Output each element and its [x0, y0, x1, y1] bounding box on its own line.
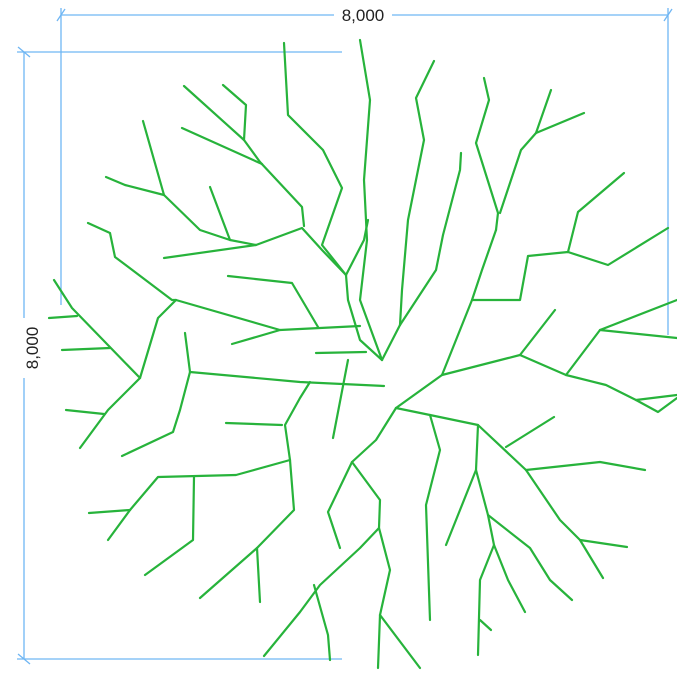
branch — [60, 346, 112, 352]
branch — [262, 460, 382, 658]
branch — [141, 119, 348, 277]
branch — [398, 59, 436, 327]
branch — [106, 458, 292, 542]
branch — [226, 274, 320, 329]
branch — [394, 228, 498, 410]
horizontal-tick-left — [56, 8, 66, 22]
branch — [498, 88, 553, 215]
horizontal-dimension-label: 8,000 — [342, 6, 385, 25]
tree-canopy — [47, 38, 677, 670]
branch — [534, 111, 586, 135]
branch — [378, 613, 422, 670]
branch — [282, 41, 348, 277]
branch — [444, 468, 478, 547]
branch — [474, 76, 500, 232]
branch — [312, 583, 332, 662]
vertical-tick-bottom — [17, 653, 31, 665]
vertical-dimension: 8,000 — [17, 46, 342, 665]
branch — [344, 273, 384, 362]
branch — [224, 421, 284, 427]
branch — [174, 298, 362, 332]
branch — [358, 38, 384, 362]
vertical-dimension-label: 8,000 — [23, 327, 42, 370]
branch — [344, 218, 370, 277]
branch — [634, 396, 677, 414]
branch — [398, 151, 463, 327]
branch — [470, 226, 670, 302]
branch — [564, 373, 677, 402]
branch — [314, 350, 368, 355]
branch — [221, 83, 248, 142]
branch — [504, 415, 556, 449]
horizontal-tick-right — [663, 8, 673, 22]
vertical-tick-top — [17, 46, 31, 58]
branch — [518, 298, 677, 377]
branch — [87, 508, 132, 515]
branch — [143, 475, 196, 577]
branch — [326, 406, 398, 550]
branch — [208, 185, 232, 242]
branch — [380, 323, 402, 362]
branch — [64, 408, 106, 416]
branch — [492, 543, 527, 614]
branch — [566, 171, 626, 254]
branch — [52, 278, 142, 380]
branch — [188, 370, 386, 388]
branch — [86, 221, 178, 302]
branch — [440, 308, 557, 377]
branch — [476, 423, 605, 580]
branch — [486, 513, 574, 602]
branch — [230, 328, 282, 346]
branch — [162, 243, 258, 260]
branch — [47, 314, 79, 320]
horizontal-dimension: 8,000 — [56, 6, 673, 335]
branch — [78, 298, 178, 450]
branch — [104, 175, 166, 197]
branch — [180, 126, 264, 166]
branch — [331, 358, 350, 440]
branch — [394, 406, 442, 622]
branch — [578, 538, 629, 549]
branch — [598, 328, 677, 340]
branch — [524, 460, 647, 472]
branch — [376, 526, 392, 670]
branch — [255, 546, 262, 604]
branch — [198, 380, 312, 600]
branch — [120, 331, 192, 458]
branch — [478, 618, 493, 632]
